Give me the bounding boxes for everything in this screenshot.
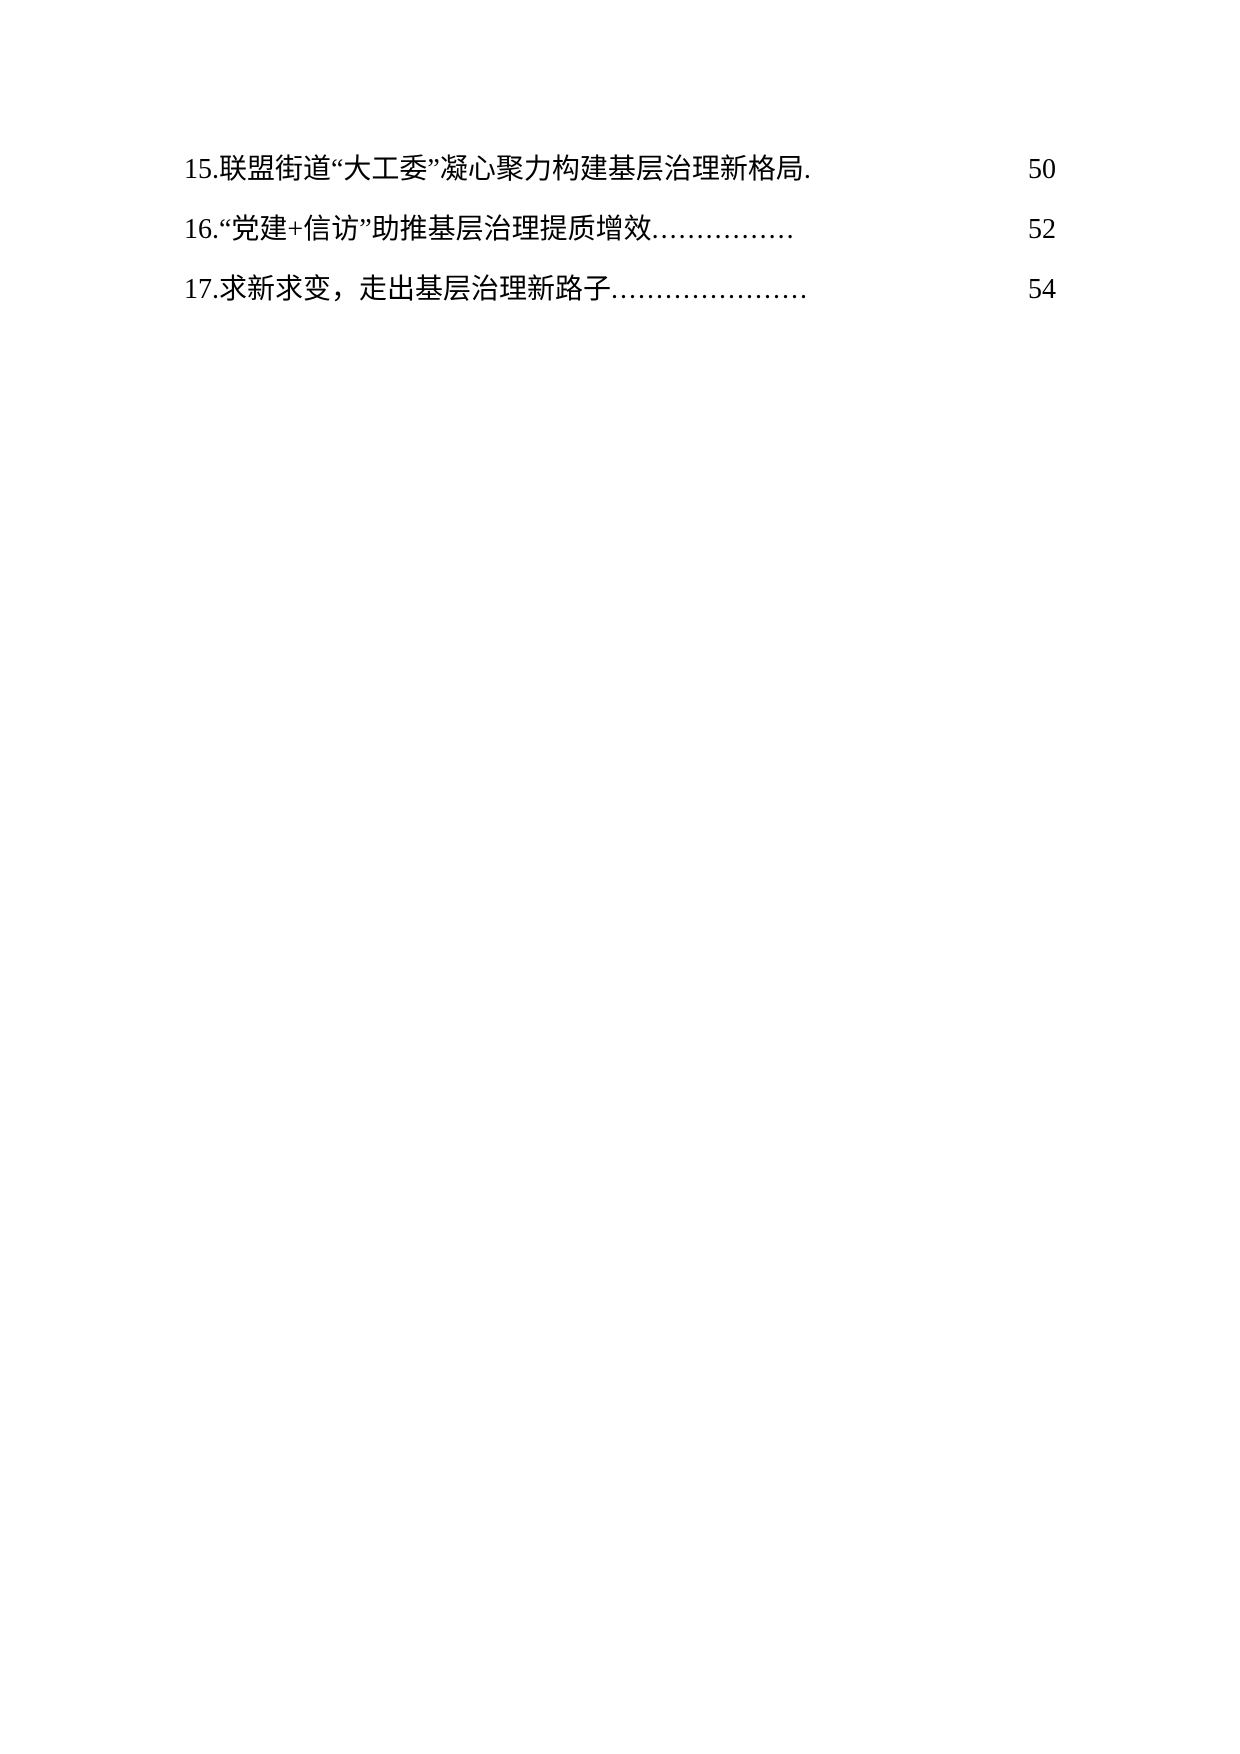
toc-page-number: 54	[1028, 262, 1056, 318]
toc-page-number: 50	[1028, 142, 1056, 198]
toc-dots: ......................	[611, 262, 1028, 318]
page-content: 15. 联盟街道“大工委”凝心聚力构建基层治理新格局 . 50 16. “党建+…	[0, 0, 1240, 318]
toc-number: 17.	[184, 262, 219, 318]
toc-number: 16.	[184, 202, 219, 258]
toc-entry: 17. 求新求变，走出基层治理新路子 .....................…	[184, 262, 1056, 318]
toc-page-number: 52	[1028, 202, 1056, 258]
toc-dots: ................	[652, 202, 1028, 258]
toc-dots: .	[804, 142, 1028, 198]
toc-title: “党建+信访”助推基层治理提质增效	[219, 202, 652, 258]
toc-title: 求新求变，走出基层治理新路子	[219, 262, 611, 318]
toc-number: 15.	[184, 142, 219, 198]
toc-entry: 15. 联盟街道“大工委”凝心聚力构建基层治理新格局 . 50	[184, 142, 1056, 198]
toc-title: 联盟街道“大工委”凝心聚力构建基层治理新格局	[219, 142, 804, 198]
toc-entry: 16. “党建+信访”助推基层治理提质增效 ................ 5…	[184, 202, 1056, 258]
